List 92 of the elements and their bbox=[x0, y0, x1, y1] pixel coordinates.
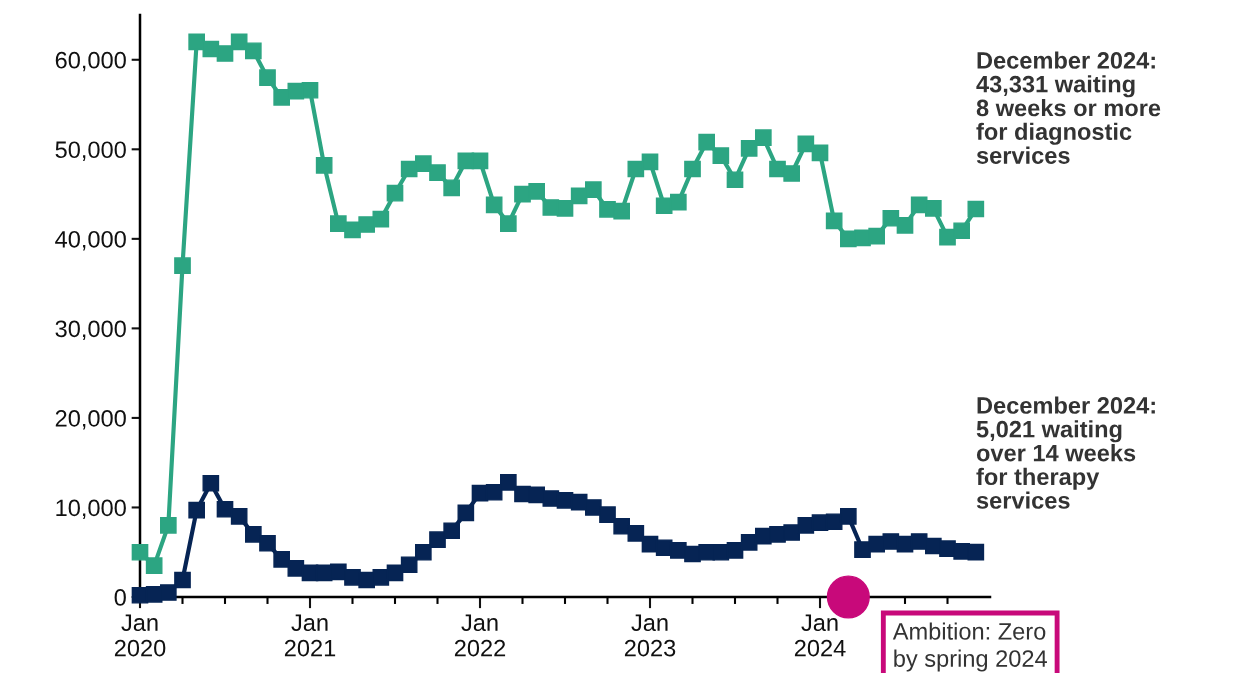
point bbox=[627, 525, 645, 542]
point bbox=[443, 179, 461, 197]
point bbox=[499, 474, 517, 491]
point bbox=[273, 551, 291, 568]
x-tick-label: Jan 2022 bbox=[454, 614, 506, 657]
point bbox=[825, 513, 843, 531]
point bbox=[216, 45, 234, 62]
point bbox=[188, 501, 206, 519]
point bbox=[669, 193, 687, 211]
point bbox=[726, 171, 744, 189]
point bbox=[174, 571, 191, 589]
y-tick-label: 60,000 bbox=[55, 51, 126, 72]
point bbox=[457, 504, 475, 522]
point bbox=[896, 217, 914, 234]
point bbox=[754, 129, 772, 147]
x-tick-label: Jan 2024 bbox=[794, 614, 846, 657]
point bbox=[584, 181, 602, 198]
point bbox=[783, 165, 801, 182]
point bbox=[188, 33, 206, 51]
point bbox=[854, 541, 871, 558]
point bbox=[528, 183, 546, 200]
point bbox=[400, 556, 418, 574]
annotation: Ambition: Zero by spring 2024 bbox=[892, 622, 1047, 672]
point bbox=[655, 197, 673, 215]
point bbox=[783, 524, 801, 541]
point bbox=[684, 160, 701, 178]
point bbox=[429, 531, 446, 549]
point bbox=[613, 517, 631, 535]
point bbox=[230, 33, 248, 51]
y-tick-label: 40,000 bbox=[55, 230, 126, 251]
x-tick-label: Jan 2023 bbox=[624, 614, 676, 657]
point bbox=[599, 506, 616, 523]
point bbox=[698, 133, 716, 151]
point bbox=[613, 202, 631, 220]
point bbox=[698, 543, 716, 561]
point bbox=[230, 508, 248, 525]
point bbox=[499, 215, 517, 232]
point bbox=[967, 543, 985, 561]
point bbox=[839, 508, 857, 525]
point bbox=[924, 200, 942, 217]
point bbox=[386, 184, 404, 202]
point bbox=[967, 200, 985, 218]
point bbox=[429, 164, 446, 181]
annotation: December 2024: 43,331 waiting 8 weeks or more for diagnostic services bbox=[976, 51, 1161, 164]
point bbox=[145, 557, 163, 574]
point bbox=[485, 483, 503, 501]
point bbox=[811, 144, 829, 162]
x-tick-label: Jan 2021 bbox=[284, 614, 336, 657]
point bbox=[216, 500, 234, 518]
point bbox=[882, 209, 900, 227]
y-tick-label: 50,000 bbox=[55, 141, 126, 161]
point bbox=[131, 543, 149, 561]
y-tick-label: 10,000 bbox=[56, 499, 126, 520]
point bbox=[868, 227, 886, 245]
point bbox=[202, 474, 220, 492]
point bbox=[414, 543, 432, 561]
point bbox=[159, 584, 177, 601]
point bbox=[712, 147, 730, 164]
point bbox=[910, 533, 928, 550]
point bbox=[825, 212, 843, 230]
point bbox=[471, 152, 489, 170]
point bbox=[244, 525, 262, 543]
point bbox=[329, 215, 347, 232]
point bbox=[485, 196, 503, 214]
point bbox=[273, 89, 291, 106]
point bbox=[372, 210, 390, 228]
point bbox=[641, 153, 659, 171]
y-tick-label: 0 bbox=[114, 589, 126, 606]
point bbox=[584, 499, 602, 516]
point bbox=[868, 535, 886, 553]
point bbox=[740, 140, 758, 157]
point bbox=[953, 222, 971, 240]
point bbox=[740, 534, 758, 551]
point bbox=[301, 81, 319, 99]
y-tick-label: 20,000 bbox=[55, 409, 126, 430]
point bbox=[627, 160, 645, 178]
point bbox=[259, 534, 276, 552]
point bbox=[259, 69, 276, 87]
point bbox=[443, 522, 461, 540]
point bbox=[358, 216, 376, 233]
point bbox=[315, 157, 333, 174]
point bbox=[414, 155, 432, 172]
point bbox=[159, 517, 177, 534]
point bbox=[726, 542, 744, 559]
y-tick-label: 30,000 bbox=[55, 320, 126, 340]
point bbox=[556, 200, 574, 217]
point bbox=[386, 564, 404, 582]
point bbox=[372, 568, 390, 586]
x-tick-label: Jan 2020 bbox=[114, 614, 166, 657]
annotation: December 2024: 5,021 waiting over 14 weeks for therapy services bbox=[976, 396, 1155, 509]
point bbox=[244, 42, 262, 60]
point bbox=[174, 257, 191, 275]
